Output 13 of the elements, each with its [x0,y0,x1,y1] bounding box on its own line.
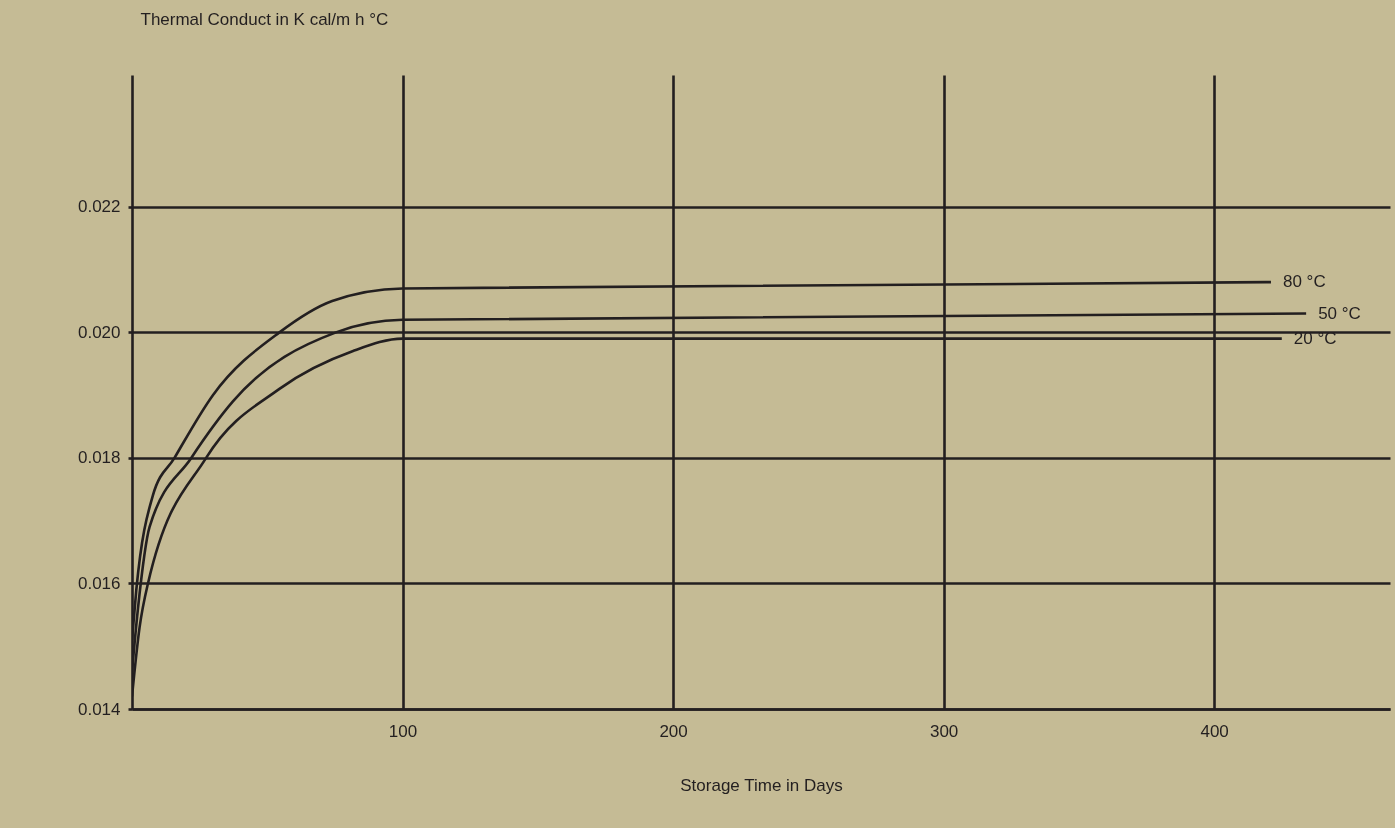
y-axis-title: Thermal Conduct in K cal/m h °C [140,9,389,29]
x-tick-label: 100 [388,721,418,741]
x-tick-label: 400 [1200,721,1229,741]
y-tick-label: 0.018 [77,448,121,468]
x-tick-label: 200 [659,721,688,741]
series-label: 80 °C [1282,272,1326,292]
x-tick-label: 300 [929,721,959,741]
y-tick-label: 0.020 [77,322,121,342]
series-label: 50 °C [1318,303,1361,323]
y-tick-label: 0.016 [77,573,121,593]
y-tick-label: 0.014 [77,699,121,719]
y-tick-label: 0.022 [77,197,121,217]
x-axis-title: Storage Time in Days [680,775,843,795]
